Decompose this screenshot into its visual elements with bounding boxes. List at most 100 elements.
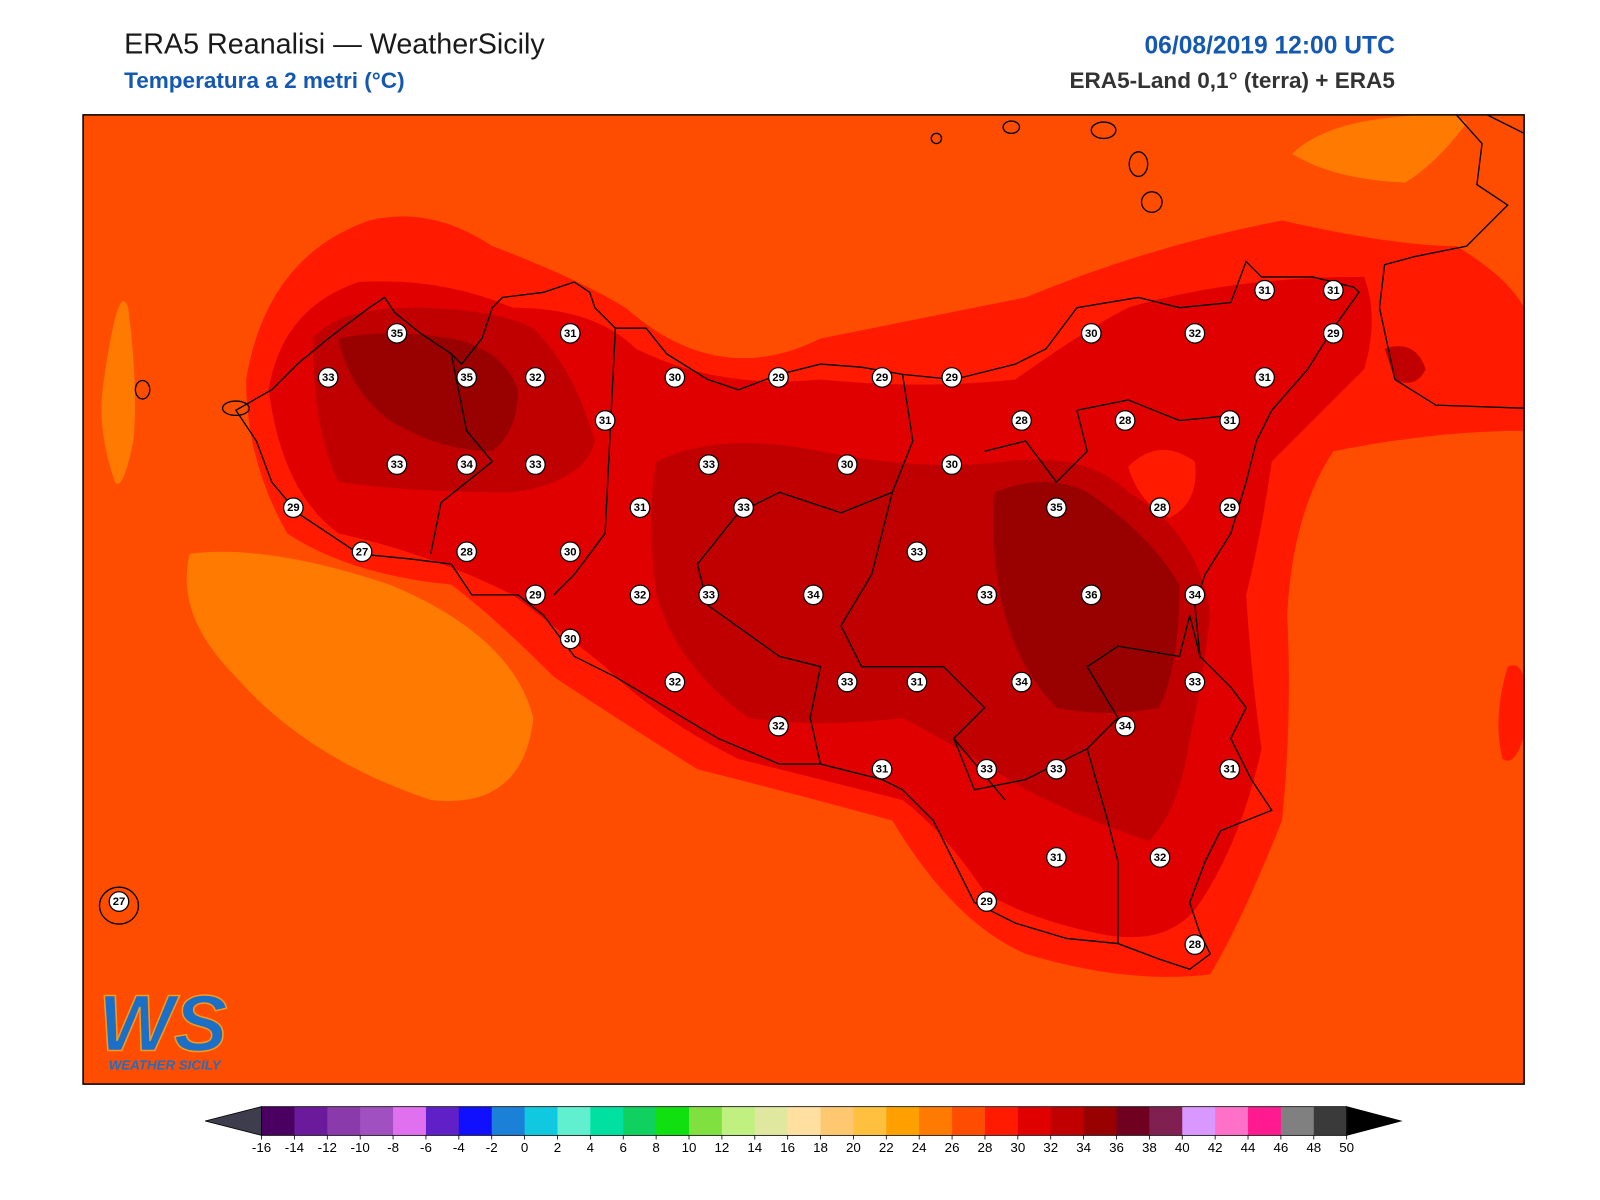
station-marker (802, 584, 824, 606)
colorbar-segment (689, 1106, 723, 1136)
colorbar-segment (360, 1106, 394, 1136)
logo-mark: WS (98, 978, 227, 1067)
colorbar-tick-label: 32 (1043, 1140, 1058, 1155)
station-value: 34 (460, 459, 473, 471)
colorbar-tick-label: 34 (1076, 1140, 1091, 1155)
warm-patch (1292, 114, 1467, 183)
station-marker (456, 454, 478, 475)
station-value: 27 (356, 546, 369, 558)
station-marker (525, 584, 546, 606)
colorbar-segment (1182, 1106, 1216, 1136)
station-marker (1149, 847, 1171, 868)
station-value: 30 (669, 372, 682, 384)
colorbar-segment (1050, 1106, 1085, 1136)
station-marker (282, 497, 304, 519)
station-marker (1184, 322, 1206, 344)
station-value: 34 (807, 589, 820, 601)
colorbar-tick-label: 50 (1339, 1140, 1354, 1155)
station-marker (698, 454, 720, 475)
colorbar-segment (754, 1106, 789, 1136)
station-value: 31 (1327, 285, 1340, 297)
station-value: 31 (1050, 852, 1063, 864)
station-marker (976, 584, 998, 606)
station-value: 29 (980, 896, 993, 908)
island (930, 132, 943, 145)
station-value: 33 (911, 546, 924, 558)
colorbar-tick-label: -10 (351, 1140, 370, 1155)
station-value: 30 (946, 459, 959, 471)
colorbar-tick-label: 14 (747, 1140, 762, 1155)
colorbar-segment (557, 1106, 591, 1136)
colorbar-tick-label: 0 (521, 1140, 528, 1155)
station-value: 28 (1119, 415, 1132, 427)
station-value: 33 (391, 459, 404, 471)
station-marker (351, 541, 373, 563)
colorbar-under (205, 1106, 262, 1136)
island (1128, 151, 1149, 178)
colorbar-segment (1215, 1106, 1249, 1136)
colorbar-tick-label: 26 (945, 1140, 960, 1155)
colorbar-tick-label: 10 (682, 1140, 697, 1155)
station-value: 32 (1154, 852, 1167, 864)
station-value: 29 (287, 502, 300, 514)
island (1140, 191, 1163, 213)
warm-patch (1498, 665, 1525, 761)
warm-patch (186, 551, 534, 802)
colorbar-segment (425, 1106, 460, 1136)
colorbar-tick-label: 12 (714, 1140, 729, 1155)
colorbar-segment (458, 1106, 493, 1136)
colorbar-tick-label: 24 (912, 1140, 927, 1155)
station-value: 35 (1050, 502, 1063, 514)
station-marker (836, 671, 858, 693)
station-value: 35 (391, 328, 404, 340)
station-marker (976, 758, 998, 780)
colorbar-segment (1280, 1106, 1315, 1136)
colorbar-tick-label: 8 (652, 1140, 659, 1155)
island (1002, 120, 1021, 134)
colorbar-tick-label: 20 (846, 1140, 861, 1155)
colorbar-tick-label: 42 (1208, 1140, 1223, 1155)
colorbar-segment (721, 1106, 756, 1136)
station-value: 31 (1258, 372, 1271, 384)
station-marker (1046, 847, 1067, 868)
station-value: 31 (876, 764, 889, 776)
colorbar-tick-label: -4 (453, 1140, 465, 1155)
station-value: 36 (1085, 589, 1098, 601)
colorbar-segment (1116, 1106, 1150, 1136)
station-marker (1149, 497, 1171, 519)
station-marker (108, 891, 130, 912)
station-marker (629, 584, 651, 606)
subtitle: Temperatura a 2 metri (°C) (124, 68, 404, 93)
station-marker (906, 541, 928, 563)
colorbar-segment (1017, 1106, 1052, 1136)
station-marker (1254, 367, 1275, 388)
station-marker (871, 758, 893, 780)
station-value: 30 (564, 633, 577, 645)
station-value: 31 (911, 677, 924, 689)
station-marker (1184, 934, 1206, 955)
colorbar-segment (820, 1106, 854, 1136)
colorbar-segment (261, 1106, 295, 1136)
station-value: 33 (322, 372, 335, 384)
station-value: 32 (772, 721, 785, 733)
source: ERA5-Land 0,1° (terra) + ERA5 (1069, 68, 1394, 93)
colorbar-tick-label: 18 (813, 1140, 828, 1155)
station-value: 28 (1189, 939, 1202, 951)
station-value: 33 (1189, 677, 1202, 689)
station-marker (559, 541, 581, 563)
colorbar-segment (984, 1106, 1019, 1136)
map: 31 31 35 31 30 32 29 33 35 32 30 29 29 29 31 31 28 28 31 33… (83, 114, 1525, 1085)
station-marker (1219, 758, 1241, 780)
station-value: 31 (564, 328, 577, 340)
colorbar-segment (656, 1106, 690, 1136)
station-marker (1011, 671, 1032, 693)
station-value: 29 (946, 372, 959, 384)
station-value: 33 (737, 502, 750, 514)
station-value: 30 (841, 459, 854, 471)
colorbar-tick-label: 2 (554, 1140, 561, 1155)
coastline (234, 260, 1360, 970)
station-value: 28 (1154, 502, 1167, 514)
station-value: 32 (1189, 328, 1202, 340)
colorbar-tick-label: -6 (420, 1140, 432, 1155)
colorbar-segment (524, 1106, 558, 1136)
